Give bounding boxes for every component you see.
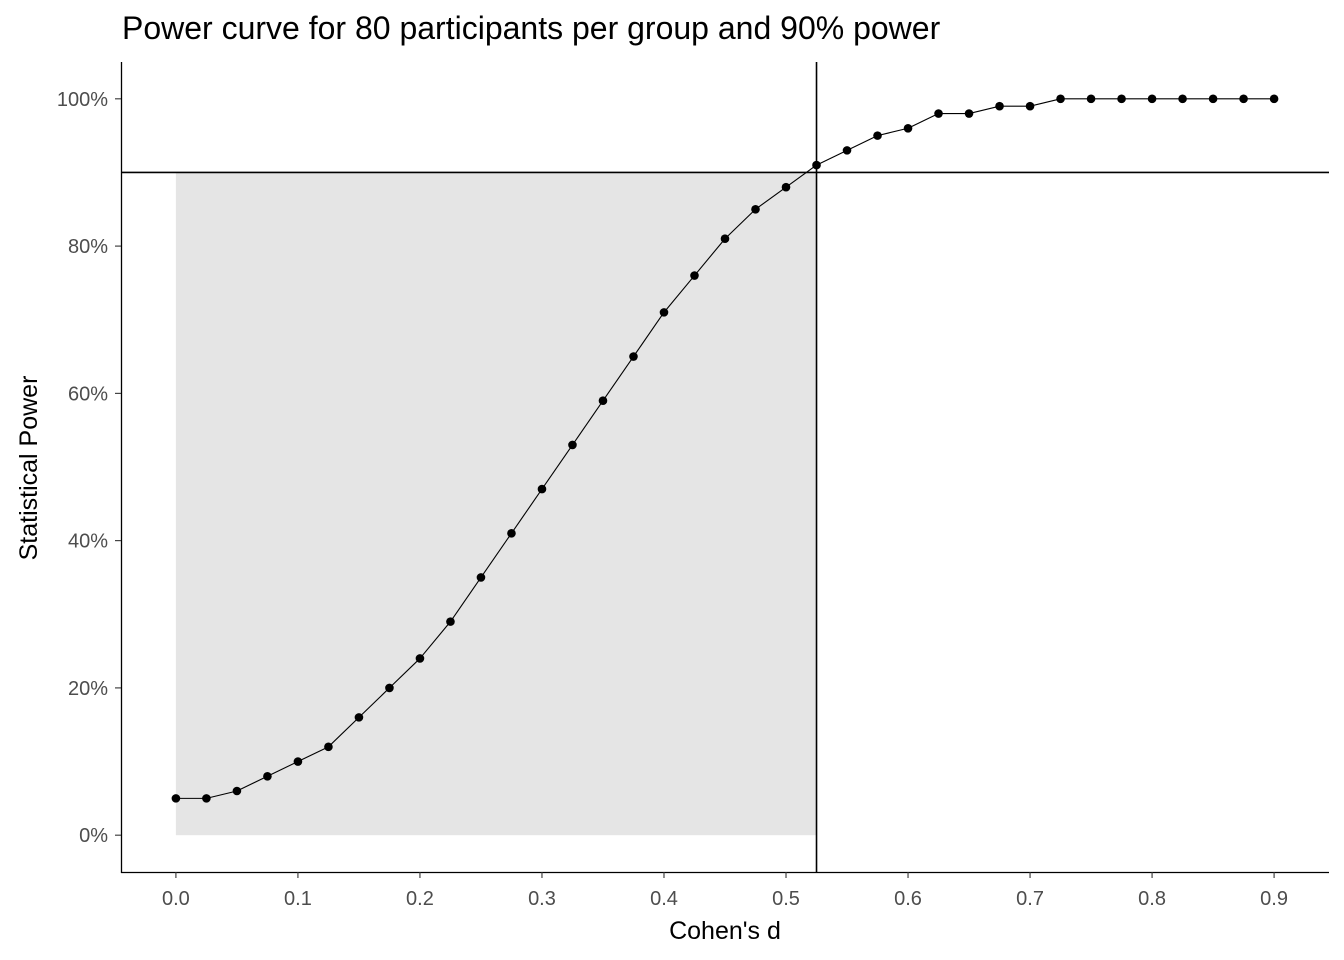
x-tick-label: 0.6 [894,888,922,910]
series-segment [297,746,329,763]
y-tick-label: 0% [79,825,108,847]
series-points-layer [171,94,1279,803]
data-point [1239,94,1248,104]
series-segment [358,687,390,718]
data-point [568,440,577,450]
x-tick-label: 0.0 [162,888,190,910]
data-point [446,617,455,626]
data-point [1086,94,1096,104]
data-point [659,308,669,317]
shaded-region [175,172,817,836]
data-point [232,786,242,796]
series-segment [602,356,634,402]
data-point [171,794,181,803]
x-axis-title: Cohen's d [669,917,781,945]
axes-layer [120,62,1329,874]
data-point [263,771,272,781]
data-point [751,204,760,214]
y-tick-label: 80% [68,236,108,258]
series-segment [450,577,482,622]
series-line-layer [175,98,1275,799]
x-tick-label: 0.5 [772,888,800,910]
data-point [598,396,608,406]
series-segment [633,312,665,357]
data-point [324,742,333,752]
data-point [1208,94,1218,104]
data-point [995,101,1004,111]
series-segment [206,790,238,799]
series-segment [724,208,756,240]
x-ticks-layer: 0.0 0.1 0.2 0.3 0.4 0.5 0.6 0.7 0.8 0.9 [162,872,1288,910]
series-segment [694,238,726,276]
data-point [1269,94,1279,104]
x-tick-label: 0.4 [650,888,678,910]
y-tick-label: 60% [68,383,108,405]
data-point [293,757,303,766]
series-segment [907,113,939,129]
series-segment [541,444,573,490]
series-segment [389,658,421,689]
data-point [781,182,791,192]
series-segment [236,775,268,792]
x-tick-label: 0.7 [1016,888,1044,910]
data-point [720,234,730,244]
series-segment [572,400,604,446]
data-point [507,528,516,538]
x-tick-label: 0.3 [528,888,556,910]
reference-lines-layer [121,62,1329,872]
series-segment [846,135,878,151]
series-segment [816,149,848,166]
series-segment [877,127,909,137]
data-point [202,794,211,803]
data-point [1147,94,1157,104]
series-segment [419,621,451,659]
shaded-region-layer [175,172,817,836]
y-tick-label: 40% [68,531,108,553]
series-segment [1029,98,1061,107]
data-point [964,109,974,118]
series-segment [480,532,512,578]
series-segment [755,186,787,210]
data-point [476,573,486,582]
chart-title: Power curve for 80 participants per grou… [122,10,941,46]
x-tick-label: 0.9 [1260,888,1288,910]
series-segment [267,761,299,777]
y-tick-label: 20% [68,678,108,700]
data-point [415,654,425,663]
data-point [1025,101,1035,111]
series-segment [968,105,1000,115]
series-segment [328,716,360,748]
data-point [842,146,852,155]
data-point [873,131,882,140]
data-point [690,271,699,280]
data-point [385,683,394,693]
data-point [1117,94,1126,104]
data-point [354,713,364,722]
y-axis-title: Statistical Power [15,376,43,561]
data-point [812,160,821,170]
data-point [537,484,547,494]
x-tick-label: 0.2 [406,888,434,910]
x-tick-label: 0.1 [284,888,312,910]
y-tick-label: 100% [57,89,108,111]
y-ticks-layer: 0% 20% 40% 60% 80% 100% [57,89,121,847]
data-point [903,123,913,133]
series-segment [663,275,695,313]
data-point [1178,94,1187,104]
data-point [629,352,638,361]
data-point [1056,94,1065,104]
x-tick-label: 0.8 [1138,888,1166,910]
series-segment [511,488,543,534]
data-point [934,109,943,118]
series-segment [785,164,817,188]
